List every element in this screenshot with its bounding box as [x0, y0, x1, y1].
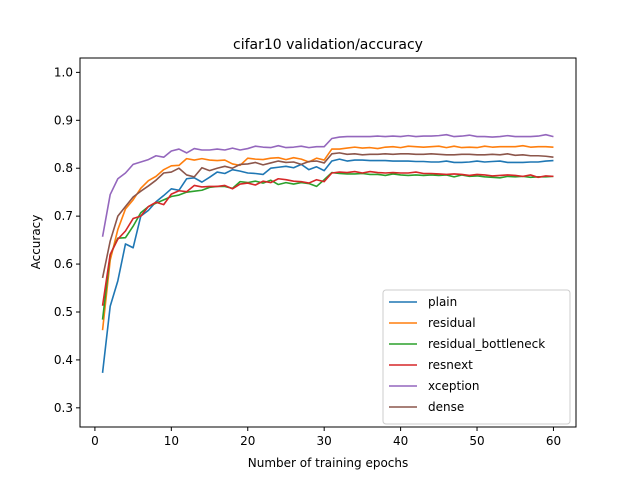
legend-label: plain	[428, 295, 457, 309]
x-tick-label: 20	[240, 434, 255, 448]
series-line-xception	[101, 133, 554, 237]
x-tick-label: 0	[91, 434, 99, 448]
x-tick-label: 60	[546, 434, 561, 448]
x-tick-label: 30	[317, 434, 332, 448]
x-axis: 0 10 20 30 40 50 60	[91, 427, 561, 448]
y-tick-label: 0.9	[54, 113, 73, 127]
series-line-resnext	[101, 170, 554, 306]
series-layer	[101, 133, 554, 373]
y-tick-label: 0.6	[54, 257, 73, 271]
y-tick-label: 0.7	[54, 209, 73, 223]
series-line-dense	[101, 152, 554, 279]
legend-label: resnext	[428, 358, 473, 372]
plot-frame	[79, 57, 577, 428]
chart-title: cifar10 validation/accuracy	[233, 37, 423, 53]
x-tick-label: 10	[164, 434, 179, 448]
legend-label: xception	[428, 379, 479, 393]
y-axis: 0.3 0.4 0.5 0.6 0.7 0.8 0.9 1.0	[54, 65, 80, 415]
series-line-residual	[101, 144, 554, 331]
legend-box	[382, 289, 571, 425]
legend-label: dense	[428, 400, 464, 414]
legend-label: residual_bottleneck	[428, 337, 545, 351]
y-tick-label: 0.5	[54, 305, 73, 319]
x-axis-title: Number of training epochs	[248, 456, 409, 470]
y-tick-label: 0.3	[54, 401, 73, 415]
x-tick-label: 50	[469, 434, 484, 448]
y-axis-title: Accuracy	[29, 215, 43, 270]
y-tick-label: 1.0	[54, 65, 73, 79]
series-line-plain	[101, 158, 554, 373]
y-tick-label: 0.4	[54, 353, 73, 367]
x-tick-label: 40	[393, 434, 408, 448]
y-tick-label: 0.8	[54, 161, 73, 175]
legend-label: residual	[428, 316, 476, 330]
